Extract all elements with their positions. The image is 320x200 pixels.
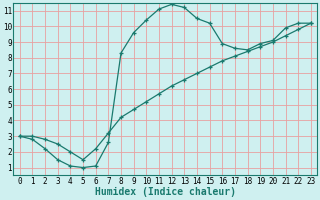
X-axis label: Humidex (Indice chaleur): Humidex (Indice chaleur) [95,187,236,197]
